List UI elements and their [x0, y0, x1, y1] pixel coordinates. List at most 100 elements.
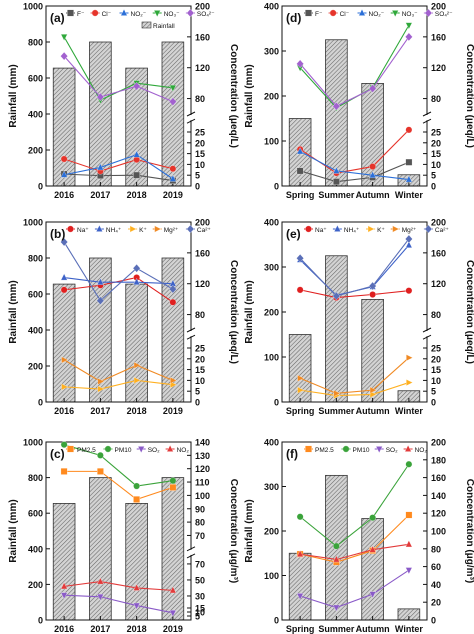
- series-line: [299, 36, 410, 107]
- panel-label: (c): [50, 447, 65, 461]
- right-tick-label: 80: [431, 94, 441, 104]
- legend-label: Mg²⁺: [164, 227, 179, 234]
- right-tick-label: 10: [195, 160, 205, 170]
- x-tick-label: 2017: [90, 406, 110, 416]
- left-tick-label: 400: [264, 218, 279, 228]
- right-tick-label: 15: [195, 149, 205, 159]
- left-axis-label: Rainfall (mm): [244, 499, 255, 562]
- series-marker: [332, 604, 340, 612]
- series-marker: [296, 286, 304, 294]
- right-tick-label: 20: [195, 354, 205, 364]
- series-line: [299, 357, 410, 394]
- series-marker: [405, 567, 413, 575]
- plot-frame: [45, 5, 192, 187]
- series-marker: [169, 298, 177, 306]
- legend-label: PM2.5: [315, 447, 334, 454]
- series-marker: [60, 51, 68, 61]
- series-marker: [369, 591, 377, 599]
- series-line: [299, 150, 409, 181]
- right-tick-label: 15: [431, 365, 441, 375]
- legend-marker: [367, 225, 375, 233]
- series-marker: [169, 85, 177, 92]
- right-tick-label: 160: [195, 248, 210, 258]
- left-tick-label: 400: [28, 110, 43, 120]
- series-line: [63, 55, 174, 103]
- axis-break-mark: [186, 553, 196, 559]
- right-tick-label: 25: [195, 128, 205, 138]
- legend-marker: [358, 8, 366, 16]
- series-marker: [60, 155, 68, 163]
- legend-marker: [392, 225, 400, 233]
- right-tick-label: 10: [431, 160, 441, 170]
- legend-marker: [67, 445, 74, 453]
- legend-marker: [404, 444, 412, 452]
- series-line: [300, 382, 410, 397]
- legend-marker: [67, 9, 74, 17]
- series-marker: [170, 381, 178, 389]
- series-marker: [369, 291, 376, 298]
- series-marker: [96, 296, 105, 305]
- series-line: [64, 276, 174, 303]
- panel-label: (a): [50, 11, 65, 25]
- series-line: [299, 161, 410, 183]
- legend-marker: [186, 8, 195, 18]
- left-tick-label: 100: [264, 353, 279, 363]
- panel-label: (e): [286, 227, 301, 241]
- right-tick-label: 80: [431, 310, 441, 320]
- right-tick-label: 5: [195, 611, 200, 621]
- series-marker: [60, 273, 68, 281]
- series-line: [64, 470, 174, 501]
- legend-label: SO₂: [148, 447, 160, 454]
- series-marker: [369, 171, 377, 178]
- series-marker: [60, 170, 68, 178]
- x-tick-label: Autumn: [356, 190, 390, 200]
- right-tick-label: 200: [431, 218, 446, 228]
- legend-label: K⁺: [139, 227, 147, 234]
- legend-label: PM10: [115, 447, 132, 454]
- axis-break-mark: [186, 546, 196, 552]
- legend-marker: [137, 446, 145, 454]
- legend-marker: [305, 225, 312, 233]
- legend-label: Rainfall: [153, 23, 175, 30]
- series-marker: [133, 376, 141, 384]
- series-marker: [169, 610, 177, 617]
- right-tick-label: 10: [431, 376, 441, 386]
- axis-break-mark: [186, 334, 196, 340]
- legend: Na⁺ NH₄⁺ K⁺ Mg²⁺ Ca²⁺: [304, 224, 449, 234]
- right-tick-label: 5: [195, 171, 200, 181]
- x-tick-label: 2016: [54, 190, 74, 200]
- legend-label: Ca²⁺: [435, 227, 449, 234]
- x-tick-label: 2016: [54, 406, 74, 416]
- legend: PM2.5 PM10 SO₂ NO₂: [304, 444, 427, 454]
- legend-label: SO₂: [386, 447, 398, 454]
- left-tick-label: 200: [28, 580, 43, 590]
- legend-marker: [104, 445, 112, 453]
- legend-marker: [120, 8, 128, 16]
- x-tick-label: 2019: [163, 406, 183, 416]
- left-tick-label: 800: [28, 254, 43, 264]
- series-marker: [369, 386, 377, 394]
- right-tick-label: 80: [195, 310, 205, 320]
- x-tick-label: Spring: [286, 624, 315, 634]
- legend-marker: [375, 446, 383, 454]
- axis-break-mark: [422, 334, 432, 340]
- left-tick-label: 0: [274, 182, 279, 192]
- legend-marker: [153, 10, 161, 18]
- right-tick-label: 160: [431, 473, 446, 483]
- right-tick-label: 200: [195, 2, 210, 12]
- series-marker: [368, 84, 377, 93]
- series-line: [64, 173, 173, 182]
- right-tick-label: 5: [195, 387, 200, 397]
- axis-break-gap: [189, 549, 193, 555]
- left-tick-label: 800: [28, 38, 43, 48]
- right-tick-label: 25: [195, 344, 205, 354]
- series-line: [299, 244, 410, 296]
- legend-marker: [305, 445, 312, 453]
- series-line: [63, 36, 173, 101]
- series-line: [63, 359, 174, 383]
- right-axis-label: Concentration (μeq/L): [228, 44, 239, 148]
- series-marker: [405, 126, 413, 134]
- right-tick-label: 120: [195, 464, 210, 474]
- legend-marker: [67, 225, 74, 233]
